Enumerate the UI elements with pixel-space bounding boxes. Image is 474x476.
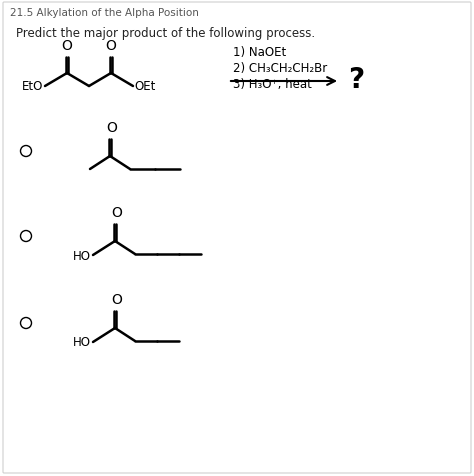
Text: 1) NaOEt: 1) NaOEt [233,46,286,59]
Text: 21.5 Alkylation of the Alpha Position: 21.5 Alkylation of the Alpha Position [10,8,199,18]
Text: EtO: EtO [22,80,43,93]
Text: O: O [111,292,122,307]
Text: 2) CH₃CH₂CH₂Br: 2) CH₃CH₂CH₂Br [233,62,327,75]
Text: Predict the major product of the following process.: Predict the major product of the followi… [16,27,315,40]
Text: O: O [106,39,117,53]
FancyBboxPatch shape [3,3,471,473]
Text: O: O [106,121,117,135]
Text: HO: HO [73,249,91,262]
Text: O: O [111,206,122,219]
Text: OEt: OEt [134,80,155,93]
Text: 3) H₃O⁺, heat: 3) H₃O⁺, heat [233,78,312,91]
Text: O: O [62,39,73,53]
Text: HO: HO [73,336,91,349]
Text: ?: ? [348,66,364,94]
